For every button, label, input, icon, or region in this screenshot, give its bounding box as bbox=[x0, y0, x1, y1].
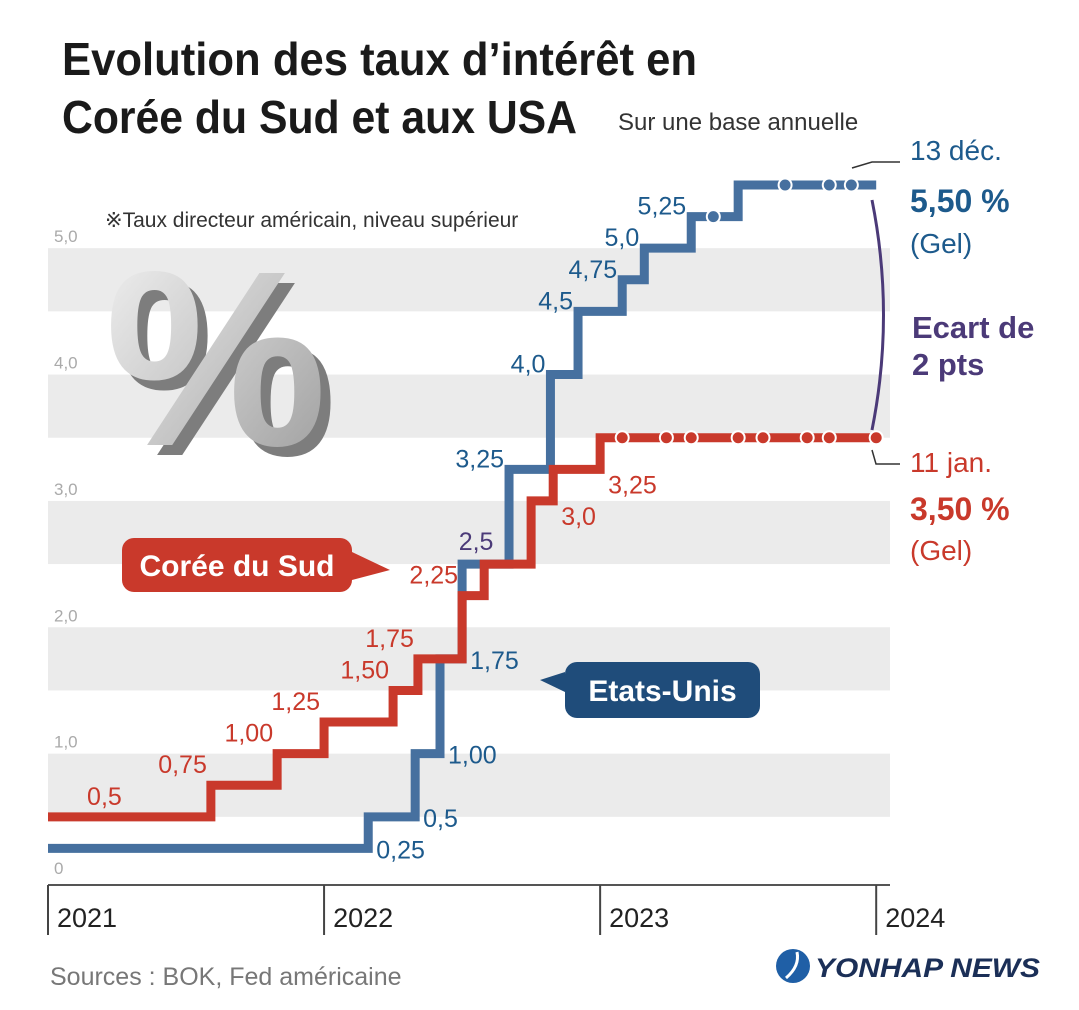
data-label: 3,25 bbox=[455, 445, 504, 473]
legend-pointer bbox=[540, 672, 565, 692]
end-label: (Gel) bbox=[910, 228, 972, 259]
note: ※Taux directeur américain, niveau supéri… bbox=[105, 209, 518, 232]
legend-label: Etats-Unis bbox=[588, 675, 736, 708]
data-label: 0,75 bbox=[158, 751, 207, 779]
end-label: 11 jan. bbox=[910, 447, 992, 478]
hold-marker bbox=[755, 430, 771, 446]
decor-symbol: % bbox=[105, 219, 327, 498]
data-label: 5,25 bbox=[638, 193, 687, 221]
gap-label: 2 pts bbox=[912, 347, 984, 382]
logo-mark bbox=[785, 951, 799, 980]
series-line bbox=[48, 433, 877, 822]
connector bbox=[871, 449, 900, 465]
y-tick-label: 4,0 bbox=[54, 354, 78, 373]
data-label: 2,25 bbox=[409, 562, 458, 590]
gap-bracket bbox=[870, 199, 885, 431]
x-tick-label: 2024 bbox=[885, 903, 945, 933]
legend-pointer bbox=[352, 552, 390, 580]
data-label: 0,5 bbox=[423, 805, 458, 833]
y-tick-label: 2,0 bbox=[54, 606, 78, 625]
end-label: 3,50 % bbox=[910, 491, 1010, 527]
gap-label: Ecart de bbox=[912, 310, 1034, 345]
data-label: 5,0 bbox=[605, 224, 640, 252]
data-label: 1,25 bbox=[271, 688, 320, 716]
data-label: 2,5 bbox=[459, 528, 494, 556]
data-label: 4,5 bbox=[538, 287, 573, 315]
series-line bbox=[48, 180, 877, 853]
hold-marker bbox=[821, 430, 837, 446]
y-tick-label: 0 bbox=[54, 859, 63, 878]
data-label: 1,00 bbox=[448, 742, 497, 770]
data-label: 0,5 bbox=[87, 783, 122, 811]
grid-band bbox=[48, 311, 890, 375]
hold-marker bbox=[799, 430, 815, 446]
data-label: 1,00 bbox=[224, 720, 273, 748]
end-label: 5,50 % bbox=[910, 183, 1010, 219]
end-label: (Gel) bbox=[910, 535, 972, 566]
data-label: 1,75 bbox=[470, 647, 519, 675]
hold-marker bbox=[614, 430, 630, 446]
grid-band bbox=[48, 185, 890, 249]
data-label: 3,25 bbox=[608, 471, 657, 499]
chart-title: Corée du Sud et aux USA bbox=[62, 91, 577, 143]
hold-marker bbox=[658, 430, 674, 446]
hold-marker bbox=[730, 430, 746, 446]
data-label: 0,25 bbox=[376, 836, 425, 864]
y-tick-label: 1,0 bbox=[54, 733, 78, 752]
y-tick-label: 3,0 bbox=[54, 480, 78, 499]
connector bbox=[851, 161, 900, 169]
chart-title: Evolution des taux d’intérêt en bbox=[62, 33, 697, 85]
data-label: 3,0 bbox=[561, 503, 596, 531]
end-label: 13 déc. bbox=[910, 135, 1002, 166]
data-label: 4,75 bbox=[569, 256, 618, 284]
decor-symbol-shadow: % bbox=[115, 229, 337, 508]
source: Sources : BOK, Fed américaine bbox=[50, 963, 402, 991]
hold-marker bbox=[868, 430, 884, 446]
hold-marker bbox=[843, 177, 859, 193]
legend-label: Corée du Sud bbox=[139, 550, 334, 583]
legend-box bbox=[122, 538, 352, 592]
chart-subtitle: Sur une base annuelle bbox=[618, 109, 858, 136]
x-tick-label: 2021 bbox=[57, 903, 117, 933]
x-tick-label: 2023 bbox=[609, 903, 669, 933]
hold-marker bbox=[705, 209, 721, 225]
y-tick-label: 5,0 bbox=[54, 227, 78, 246]
logo-mark bbox=[776, 949, 810, 983]
hold-marker bbox=[821, 177, 837, 193]
data-label: 1,75 bbox=[365, 625, 414, 653]
data-label: 1,50 bbox=[340, 656, 389, 684]
data-label: 4,0 bbox=[511, 351, 546, 379]
hold-marker bbox=[777, 177, 793, 193]
grid-band bbox=[48, 437, 890, 501]
legend-box bbox=[565, 662, 760, 718]
plot-area bbox=[48, 185, 890, 880]
logo: YONHAP NEWS bbox=[815, 953, 1040, 983]
hold-marker bbox=[683, 430, 699, 446]
x-tick-label: 2022 bbox=[333, 903, 393, 933]
